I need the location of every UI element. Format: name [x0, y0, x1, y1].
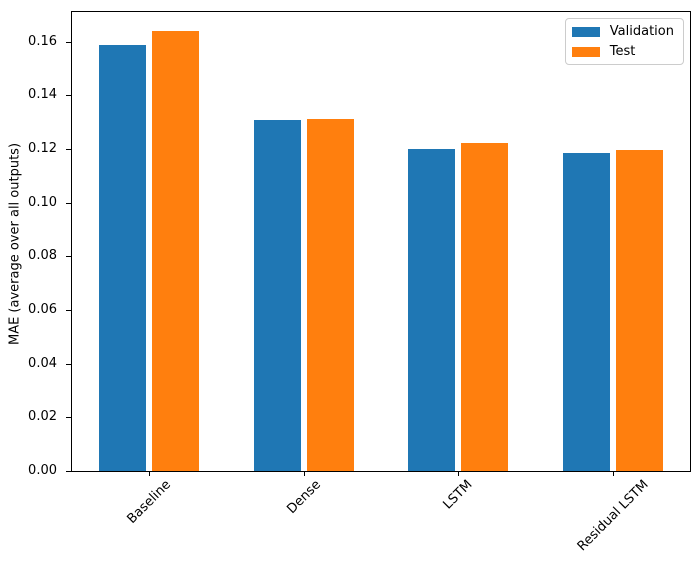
validation-swatch-icon — [571, 26, 600, 37]
bar-dense-test — [306, 119, 354, 471]
y-tick-mark — [66, 471, 71, 472]
y-tick-mark — [66, 256, 71, 257]
y-tick-label: 0.16 — [28, 34, 57, 49]
y-tick-mark — [66, 310, 71, 311]
y-tick-label: 0.04 — [28, 356, 57, 371]
bar-lstm-test — [461, 143, 509, 471]
legend-item-validation: Validation — [571, 24, 674, 39]
y-tick-mark — [66, 203, 71, 204]
x-tick-mark — [149, 472, 150, 476]
x-tick-label-baseline: Baseline — [124, 477, 174, 527]
y-tick-label: 0.02 — [28, 409, 57, 424]
bar-baseline-test — [152, 31, 199, 471]
y-tick-mark — [66, 95, 71, 96]
y-tick-label: 0.14 — [28, 87, 57, 102]
legend-label-test: Test — [609, 44, 636, 59]
x-tick-mark — [458, 472, 459, 476]
x-tick-label-lstm: LSTM — [440, 477, 476, 513]
y-tick-label: 0.12 — [28, 141, 57, 156]
legend-label-validation: Validation — [609, 24, 674, 39]
test-swatch-icon — [571, 46, 600, 57]
bar-residual-lstm-test — [616, 150, 664, 471]
y-tick-label: 0.08 — [28, 248, 57, 263]
x-tick-label-residual-lstm: Residual LSTM — [574, 477, 652, 555]
x-tick-mark — [613, 472, 614, 476]
plot-area: Validation Test — [71, 11, 691, 472]
y-tick-label: 0.00 — [28, 463, 57, 478]
x-tick-label-dense: Dense — [284, 477, 324, 517]
bar-dense-validation — [253, 120, 301, 471]
y-tick-mark — [66, 149, 71, 150]
y-tick-mark — [66, 42, 71, 43]
bar-lstm-validation — [408, 149, 456, 471]
bar-baseline-validation — [99, 45, 146, 471]
y-tick-label: 0.06 — [28, 302, 57, 317]
y-tick-mark — [66, 417, 71, 418]
legend-item-test: Test — [571, 44, 674, 59]
legend: Validation Test — [564, 18, 684, 65]
y-tick-label: 0.10 — [28, 195, 57, 210]
bar-residual-lstm-validation — [563, 153, 611, 471]
x-tick-mark — [304, 472, 305, 476]
y-tick-mark — [66, 364, 71, 365]
